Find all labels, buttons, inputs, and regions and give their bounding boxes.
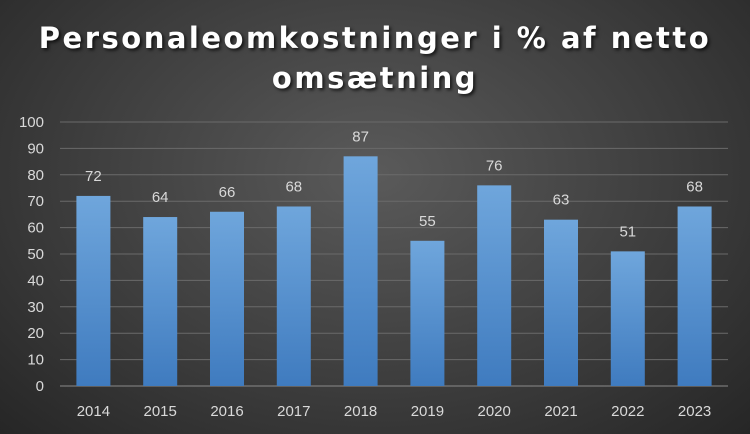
data-label-2014: 72 [85,168,102,185]
y-tick-label: 60 [27,220,44,237]
data-label-2015: 64 [152,189,169,206]
data-labels: 72 64 66 68 87 55 76 63 51 68 [85,128,703,240]
x-tick-label-2018: 2018 [344,403,377,420]
bar-2016 [210,211,244,386]
bars [76,156,712,386]
bar-2022 [610,251,645,386]
y-tick-label: 30 [27,299,44,316]
y-tick-label: 40 [27,272,44,289]
data-label-2023: 68 [686,178,703,195]
bar-2018 [343,156,378,386]
x-tick-label-2021: 2021 [544,403,577,420]
x-tick-label-2017: 2017 [277,403,310,420]
x-tick-label-2016: 2016 [210,403,243,420]
x-tick-label-2019: 2019 [411,403,444,420]
data-label-2017: 68 [285,178,302,195]
y-tick-label: 0 [36,378,44,395]
bar-2014 [76,195,111,386]
y-tick-label: 90 [27,140,44,157]
bar-2021 [544,219,578,386]
data-label-2022: 51 [619,223,636,240]
x-axis-ticks: 2014 2015 2016 2017 2018 2019 2020 2021 2022 2023 [77,403,712,420]
x-tick-label-2014: 2014 [77,403,110,420]
chart-title-line-1: Personaleomkostninger i % af netto [38,21,712,55]
bar-2020 [477,185,512,386]
data-label-2018: 87 [352,128,369,145]
chart-title: Personaleomkostninger i % af netto omsæt… [0,18,750,98]
data-label-2021: 63 [553,192,570,209]
data-label-2016: 66 [219,184,236,201]
bar-2015 [143,217,178,386]
y-tick-label: 20 [27,325,44,342]
bar-2023 [677,206,712,386]
y-tick-label: 10 [27,352,44,369]
x-tick-label-2023: 2023 [678,403,711,420]
y-tick-label: 70 [27,193,44,210]
y-tick-label: 50 [27,246,44,263]
x-tick-label-2020: 2020 [478,403,511,420]
data-label-2019: 55 [419,213,436,230]
data-label-2020: 76 [486,157,503,174]
x-tick-label-2022: 2022 [611,403,644,420]
y-axis-ticks: 0 10 20 30 40 50 60 70 80 90 100 [19,114,44,395]
chart-title-line-2: omsætning [271,61,479,95]
y-tick-label: 100 [19,114,44,131]
bar-2017 [276,206,311,386]
y-tick-label: 80 [27,167,44,184]
x-tick-label-2015: 2015 [144,403,177,420]
bar-2019 [410,240,445,386]
